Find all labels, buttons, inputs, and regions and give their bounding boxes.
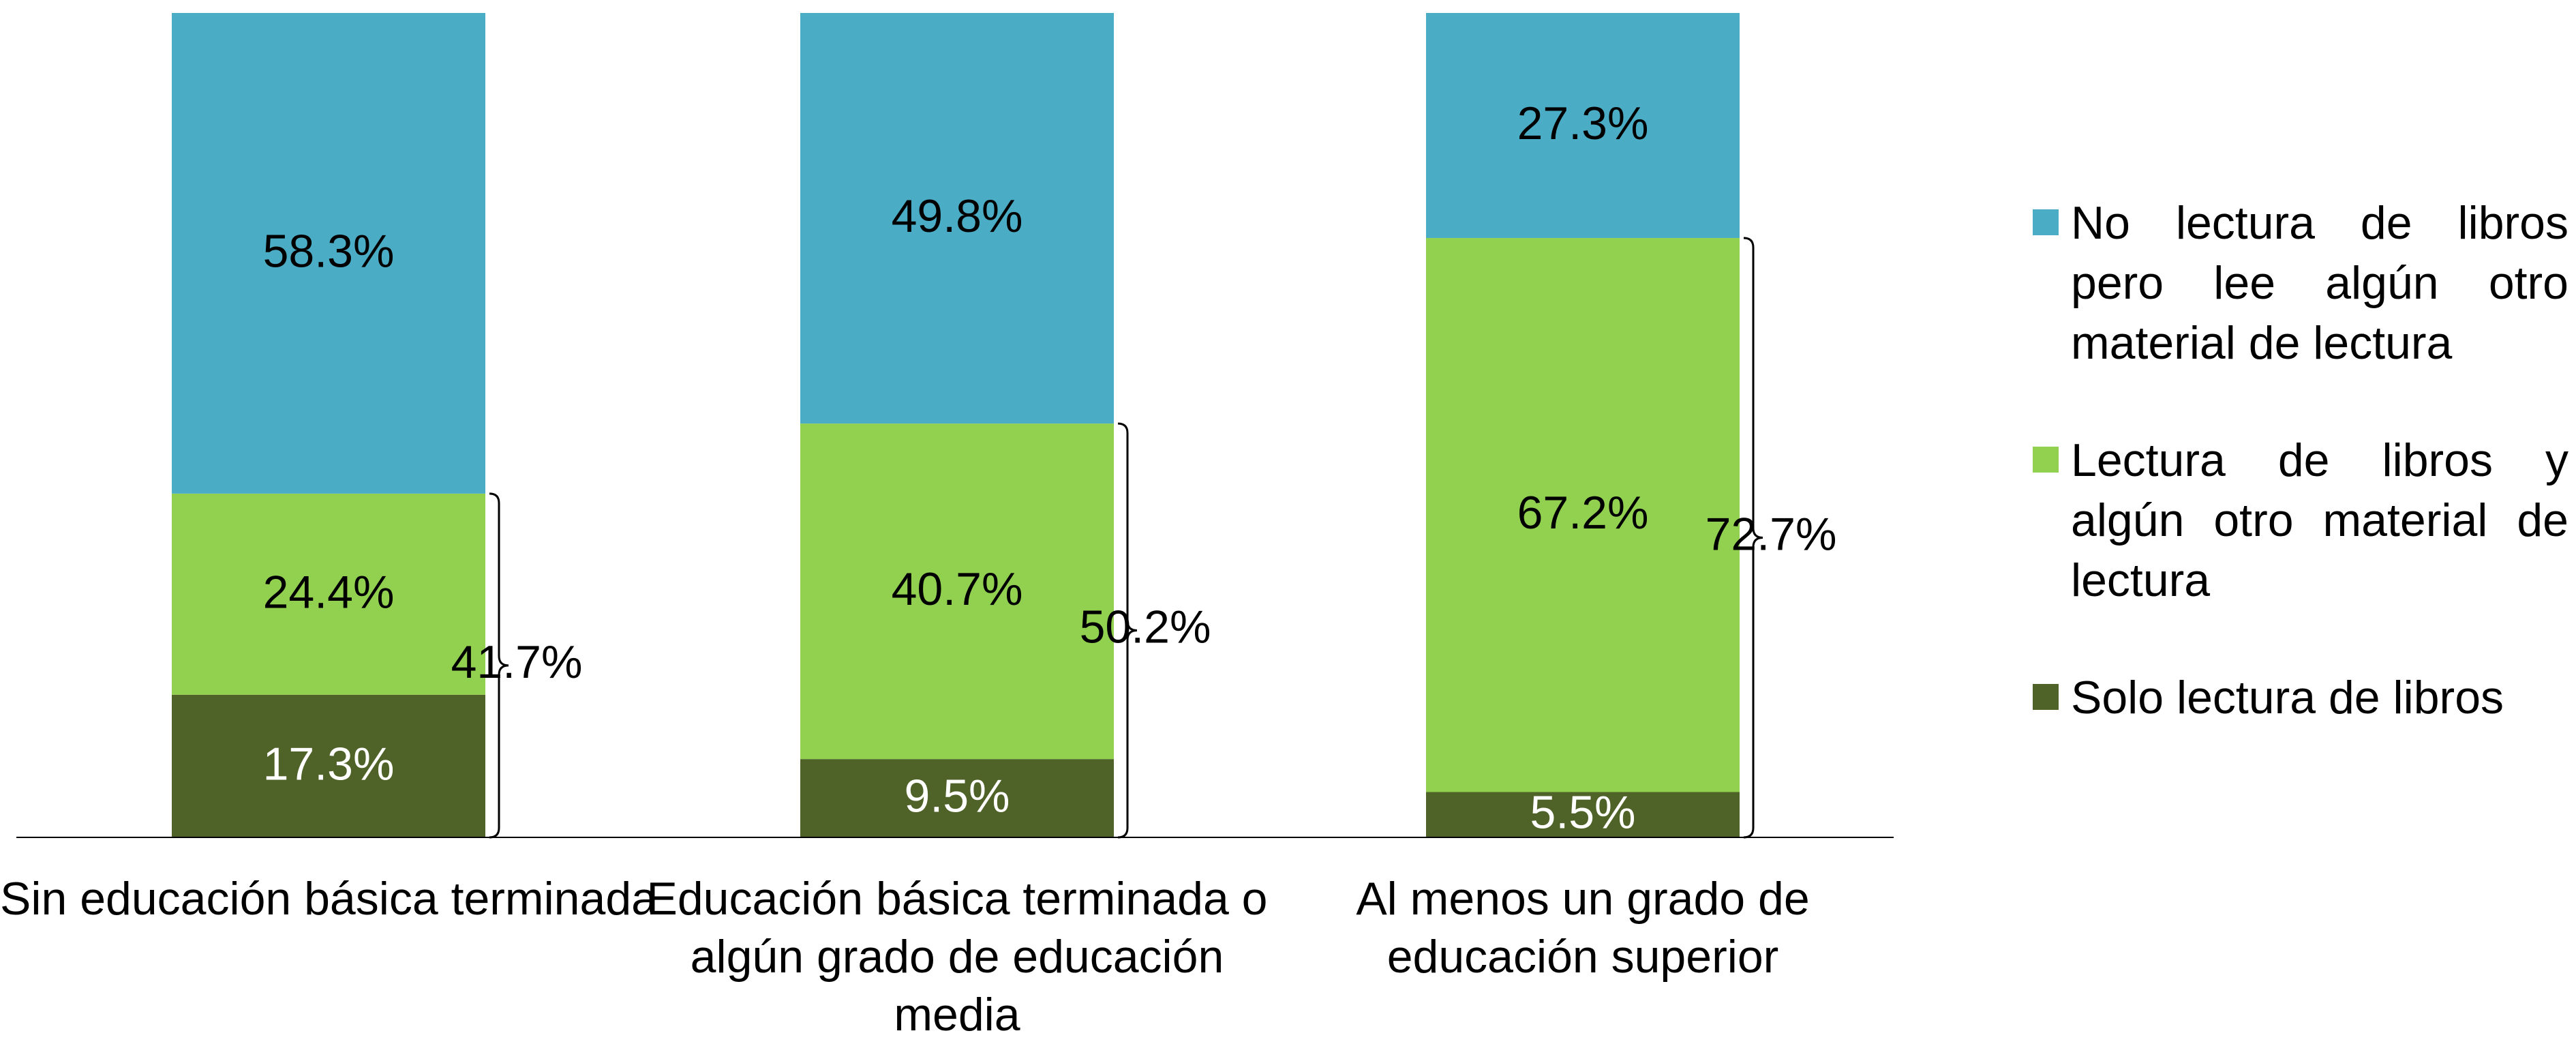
total-label: 50.2%: [1080, 601, 1211, 653]
bar-segment: [1426, 792, 1740, 837]
total-label: 72.7%: [1706, 508, 1837, 560]
bar-segment: [1426, 238, 1740, 792]
x-tick-label: Sin educación básica terminada: [0, 873, 657, 925]
legend: No lectura de libros pero lee algún otro…: [2033, 193, 2571, 785]
total-bracket: [1117, 422, 1138, 839]
x-tick-label: Educación básica terminada o algún grado…: [646, 873, 1268, 1041]
data-label: 49.8%: [892, 190, 1023, 242]
legend-swatch: [2033, 684, 2059, 710]
total-label: 41.7%: [451, 636, 583, 688]
data-label: 58.3%: [263, 225, 395, 277]
bar-segment: [800, 13, 1114, 424]
legend-swatch: [2033, 209, 2059, 235]
x-tick-label: Al menos un grado de educación superior: [1356, 873, 1810, 983]
legend-item: No lectura de libros pero lee algún otro…: [2033, 193, 2571, 373]
data-label: 27.3%: [1517, 98, 1649, 149]
bar-segment: [1426, 13, 1740, 239]
data-label: 9.5%: [905, 771, 1010, 822]
legend-swatch: [2033, 447, 2059, 473]
legend-label: Solo lectura de libros: [2071, 672, 2504, 724]
bar-segment: [800, 423, 1114, 760]
data-label: 24.4%: [263, 566, 395, 618]
bar-segment: [800, 759, 1114, 837]
legend-item: Solo lectura de libros: [2033, 668, 2571, 728]
data-label: 40.7%: [892, 563, 1023, 615]
legend-item: Lectura de libros y algún otro material …: [2033, 430, 2571, 610]
data-label: 5.5%: [1530, 787, 1636, 839]
legend-label: No lectura de libros pero lee algún otro…: [2071, 197, 2569, 369]
data-label: 67.2%: [1517, 487, 1649, 539]
total-bracket: [489, 492, 509, 839]
bar-segment: [172, 694, 485, 837]
data-label: 17.3%: [263, 738, 395, 790]
legend-label: Lectura de libros y algún otro material …: [2071, 434, 2569, 606]
total-bracket: [1743, 237, 1763, 839]
bar-segment: [172, 13, 485, 494]
bar-segment: [172, 493, 485, 695]
